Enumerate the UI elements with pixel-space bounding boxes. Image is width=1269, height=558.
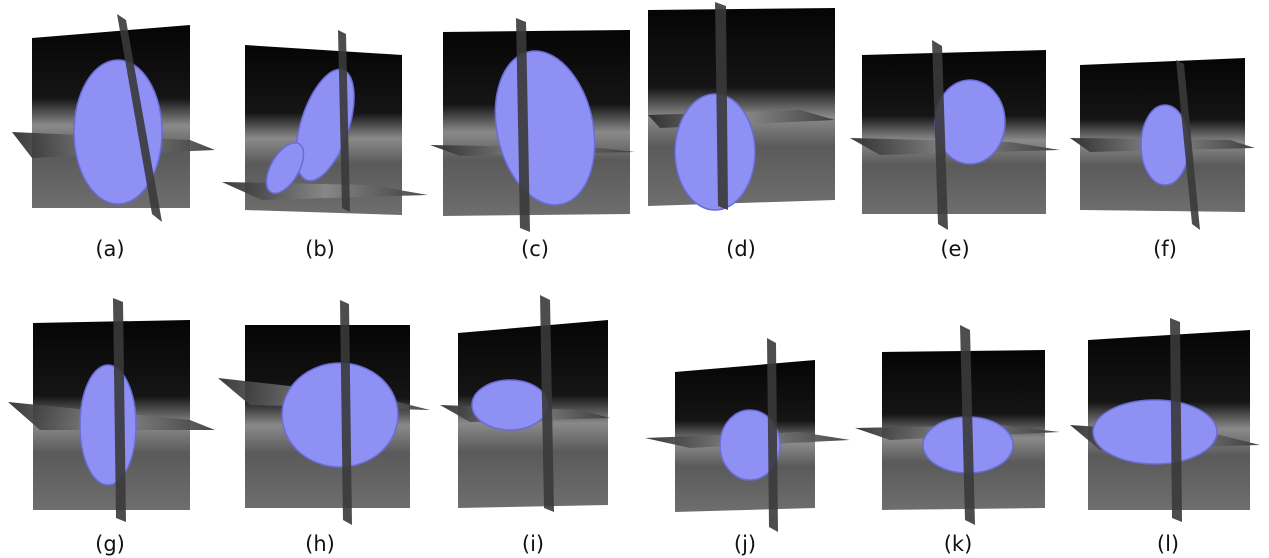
panel-image (648, 2, 835, 211)
panel-image (645, 338, 850, 532)
panel-label: (a) (95, 237, 124, 261)
panel-label: (k) (944, 532, 973, 556)
panel-image (12, 14, 215, 222)
panel-image (1070, 58, 1255, 230)
panel-label: (j) (734, 532, 756, 556)
panel-image (8, 298, 215, 522)
panel-image (440, 295, 610, 512)
panel-label: (i) (522, 532, 544, 556)
panel-label: (e) (940, 237, 969, 261)
panel-label: (l) (1157, 532, 1179, 556)
panel-label: (f) (1153, 237, 1177, 261)
panel-image (218, 300, 430, 525)
panel-label: (b) (305, 237, 335, 261)
panel-image (1070, 318, 1260, 522)
panel-image (430, 18, 635, 232)
panel-label: (d) (726, 237, 756, 261)
panel-image (855, 325, 1060, 525)
panel-label: (g) (95, 532, 125, 556)
panel-image (850, 40, 1060, 230)
panel-label: (c) (521, 237, 549, 261)
panel-label: (h) (305, 532, 335, 556)
panel-image (222, 30, 428, 215)
